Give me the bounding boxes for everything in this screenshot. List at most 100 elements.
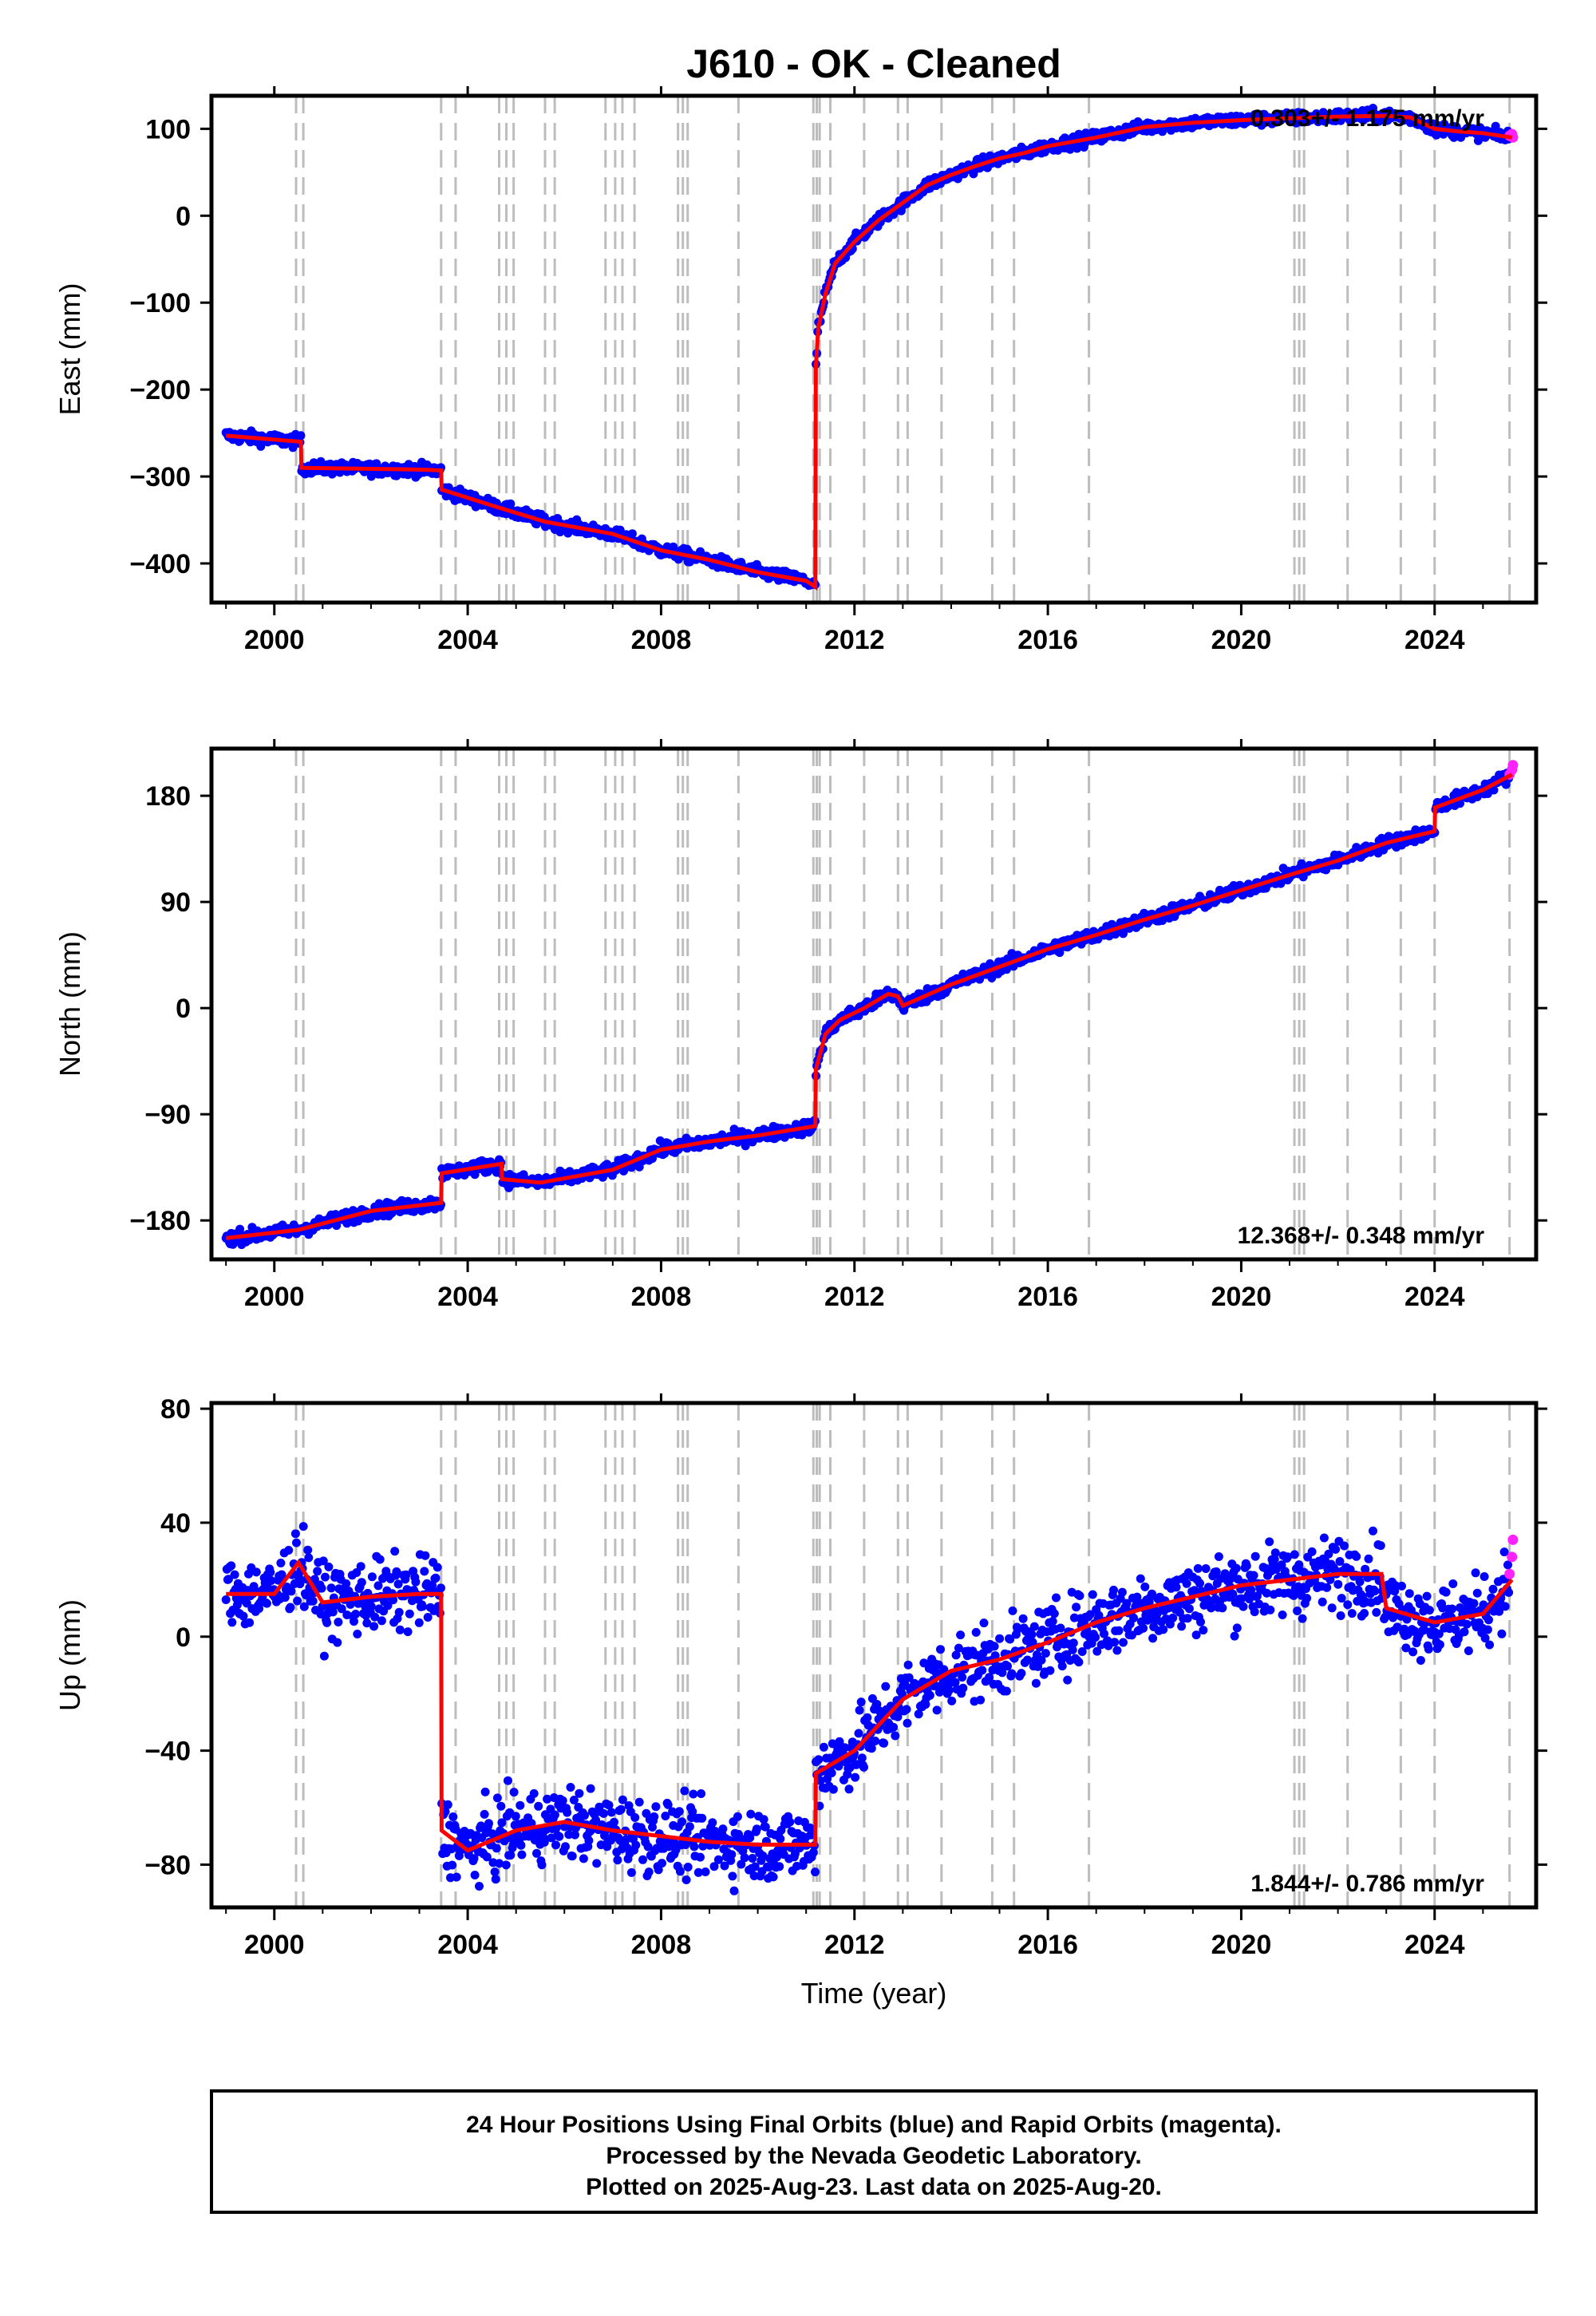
data-point: [1480, 1634, 1490, 1643]
data-point: [346, 1599, 355, 1609]
data-point: [1140, 1582, 1150, 1591]
data-point: [392, 1567, 401, 1576]
data-point: [1325, 1575, 1335, 1584]
data-point: [1237, 1594, 1246, 1603]
data-point: [352, 1568, 361, 1577]
data-point: [1319, 1533, 1329, 1543]
data-point: [1307, 1547, 1317, 1556]
data-point: [785, 1817, 795, 1827]
data-point: [1056, 1623, 1065, 1633]
y-tick-label: −80: [144, 1850, 191, 1880]
data-point: [675, 1867, 685, 1876]
data-point: [740, 1853, 749, 1863]
data-point: [303, 1545, 313, 1555]
data-point: [713, 1855, 723, 1864]
data-point: [902, 1705, 911, 1714]
data-point: [1489, 785, 1499, 795]
data-point: [1228, 1589, 1238, 1599]
data-point: [555, 1832, 564, 1841]
data-point: [728, 1871, 737, 1881]
data-point: [1045, 1666, 1055, 1675]
data-point: [990, 1642, 999, 1651]
data-point: [1092, 1646, 1102, 1656]
data-point: [650, 1812, 659, 1821]
x-tick-label: 2024: [1404, 625, 1465, 655]
data-point: [854, 1729, 863, 1738]
data-point: [904, 1673, 914, 1682]
data-point: [971, 1627, 981, 1637]
data-point: [1469, 1599, 1479, 1608]
data-point: [516, 1840, 526, 1850]
data-point: [476, 1821, 486, 1831]
data-point: [1499, 1547, 1509, 1557]
data-point: [921, 1700, 930, 1709]
footer-line-2: Processed by the Nevada Geodetic Laborat…: [606, 2143, 1141, 2169]
y-tick-label: −400: [129, 549, 191, 579]
data-point: [539, 1837, 549, 1847]
data-point: [1293, 1607, 1302, 1615]
data-point: [1132, 1592, 1142, 1602]
data-point: [1069, 1638, 1078, 1648]
x-tick-label: 2020: [1211, 625, 1272, 655]
data-point: [898, 1690, 907, 1698]
data-point: [1246, 1585, 1256, 1595]
east-model-line: [225, 113, 1513, 591]
data-point: [543, 1794, 552, 1804]
data-point: [1211, 1567, 1221, 1576]
data-point: [1191, 1630, 1201, 1640]
data-point: [221, 1595, 231, 1604]
data-point: [1343, 1600, 1353, 1610]
y-tick-label: −180: [129, 1206, 191, 1236]
data-point: [816, 1776, 825, 1785]
data-point: [580, 1811, 589, 1820]
rapid-orbit-point: [1507, 760, 1519, 771]
data-point: [745, 1833, 755, 1843]
data-point: [947, 1696, 957, 1705]
data-point: [428, 1580, 437, 1590]
data-point: [1068, 1645, 1077, 1654]
data-point: [1393, 1622, 1402, 1632]
data-point: [828, 1784, 838, 1794]
data-point: [1184, 1604, 1194, 1614]
data-point: [893, 1712, 903, 1721]
data-point: [411, 1577, 421, 1587]
data-point: [1117, 1587, 1127, 1597]
data-point: [932, 1705, 942, 1715]
data-point: [950, 1678, 960, 1687]
y-tick-label: 0: [176, 201, 191, 231]
data-point: [537, 1860, 547, 1870]
data-point: [759, 1815, 768, 1824]
data-point: [648, 1823, 657, 1832]
data-point: [421, 1551, 430, 1560]
data-point: [1270, 1555, 1279, 1564]
data-point: [357, 1578, 366, 1587]
data-point: [1110, 1638, 1120, 1647]
data-point: [591, 1816, 601, 1825]
x-tick-label: 2004: [437, 625, 498, 655]
data-point: [511, 1812, 520, 1821]
up-panel: 2000 2004 2008 2012 2016 2020 2024 −80 −40 0 40 80 U…: [53, 1393, 1547, 1960]
data-point: [401, 1570, 411, 1579]
y-tick-label: −100: [129, 288, 191, 318]
y-tick-label: 90: [160, 887, 191, 918]
rapid-orbit-point: [1507, 132, 1519, 143]
data-point: [914, 1709, 923, 1719]
data-point: [328, 1607, 338, 1617]
data-point: [504, 1776, 512, 1785]
data-point: [1352, 1551, 1361, 1561]
data-point: [420, 1567, 429, 1576]
data-point: [1119, 1638, 1128, 1647]
data-point: [1148, 1634, 1158, 1643]
data-point: [362, 1618, 372, 1628]
data-point: [516, 1800, 525, 1810]
data-point: [313, 1567, 322, 1576]
data-point: [333, 1638, 342, 1647]
data-point: [1483, 1625, 1492, 1634]
data-point: [819, 1742, 828, 1752]
x-tick-label: 2004: [437, 1282, 498, 1312]
data-point: [251, 1567, 261, 1577]
data-point: [944, 1686, 954, 1695]
data-point: [1250, 1551, 1260, 1561]
data-point: [267, 1576, 276, 1585]
data-point: [768, 1872, 778, 1882]
